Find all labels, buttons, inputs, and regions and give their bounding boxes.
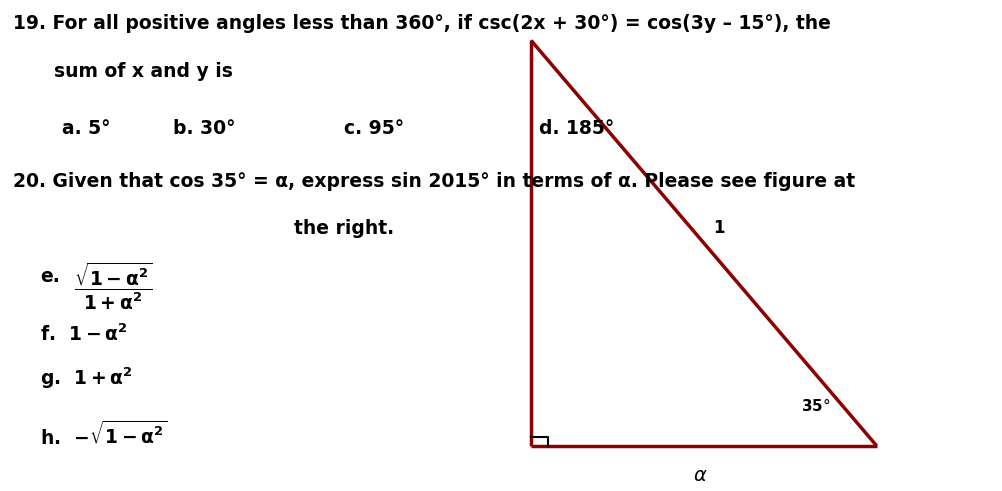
- Text: g.  $\mathbf{1 + \alpha^2}$: g. $\mathbf{1 + \alpha^2}$: [40, 365, 133, 391]
- Text: c. 95°: c. 95°: [344, 118, 404, 137]
- Text: f.  $\mathbf{1 - \alpha^2}$: f. $\mathbf{1 - \alpha^2}$: [40, 324, 127, 345]
- Text: d. 185°: d. 185°: [538, 118, 613, 137]
- Text: $\mathbf{\dfrac{\sqrt{1-\alpha^2}}{1+\alpha^2}}$: $\mathbf{\dfrac{\sqrt{1-\alpha^2}}{1+\al…: [73, 260, 151, 312]
- Text: the right.: the right.: [294, 218, 394, 238]
- Text: 20. Given that cos 35° = α, express sin 2015° in terms of α. Please see figure a: 20. Given that cos 35° = α, express sin …: [12, 172, 854, 191]
- Text: $\alpha$: $\alpha$: [692, 466, 707, 485]
- Text: sum of x and y is: sum of x and y is: [54, 62, 232, 82]
- Text: b. 30°: b. 30°: [172, 118, 235, 137]
- Text: 19. For all positive angles less than 360°, if csc(2x + 30°) = cos(3y – 15°), th: 19. For all positive angles less than 36…: [12, 14, 830, 32]
- Text: a. 5°: a. 5°: [61, 118, 110, 137]
- Text: 1: 1: [712, 219, 724, 238]
- Text: e.: e.: [40, 268, 60, 286]
- Text: 35$\degree$: 35$\degree$: [800, 397, 830, 414]
- Text: h.  $\mathbf{-\sqrt{1 - \alpha^2}}$: h. $\mathbf{-\sqrt{1 - \alpha^2}}$: [40, 421, 167, 449]
